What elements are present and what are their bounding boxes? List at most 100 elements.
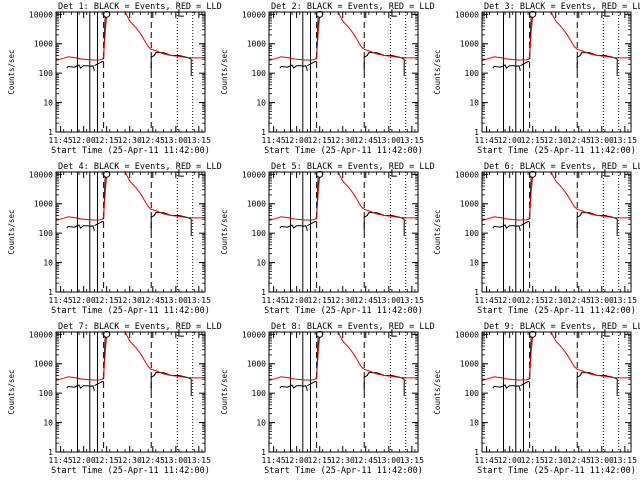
series-events-line — [66, 64, 95, 71]
plot-area — [482, 12, 631, 132]
y-tick-label: 10 — [43, 259, 53, 268]
y-tick-label: 10000 — [29, 170, 53, 179]
series-events-line — [307, 61, 317, 67]
plot-area — [269, 172, 418, 292]
series-events-line — [520, 61, 530, 67]
series-events-line — [66, 384, 95, 391]
y-tick-label: 1000 — [460, 40, 479, 49]
y-tick-label: 100 — [465, 69, 480, 78]
y-tick-label: 1000 — [247, 200, 266, 209]
plot-frame — [268, 171, 419, 293]
plot-frame — [55, 11, 206, 133]
panel-title: Det 1: BLACK = Events, RED = LLD — [58, 2, 222, 12]
x-tick-label: 12:00 — [498, 296, 522, 305]
y-axis-label: Counts/sec — [220, 49, 229, 94]
x-tick-label: 11:45 — [49, 136, 73, 145]
y-tick-label: 10000 — [29, 10, 53, 19]
x-tick-label: 12:45 — [567, 456, 591, 465]
series-lld-line — [482, 12, 535, 61]
annotation-circle — [316, 170, 324, 178]
x-tick-label: 12:15 — [308, 296, 332, 305]
y-tick-label: 10000 — [455, 330, 479, 339]
panel-det-4: Det 4: BLACK = Events, RED = LLD Counts/s… — [7, 162, 222, 316]
x-tick-label: 12:15 — [95, 136, 119, 145]
x-tick-label: 13:15 — [400, 136, 424, 145]
x-tick-label: 13:15 — [400, 456, 424, 465]
series-events-line — [307, 221, 317, 227]
x-tick-label: 13:00 — [377, 136, 401, 145]
panel-det-2: Det 2: BLACK = Events, RED = LLD Counts/s… — [220, 2, 435, 156]
x-axis-label: Start Time (25-Apr-11 11:42:00) — [51, 146, 210, 156]
x-axis-label: Start Time (25-Apr-11 11:42:00) — [477, 466, 636, 476]
panel-title: Det 8: BLACK = Events, RED = LLD — [271, 322, 435, 332]
y-tick-label: 100 — [252, 69, 267, 78]
x-tick-label: 12:30 — [331, 296, 355, 305]
plot-area — [482, 332, 631, 452]
x-tick-label: 12:15 — [521, 456, 545, 465]
series-lld-line — [269, 172, 322, 221]
x-tick-label: 12:45 — [141, 296, 165, 305]
x-tick-label: 13:15 — [613, 136, 637, 145]
x-tick-label: 12:30 — [118, 136, 142, 145]
x-tick-label: 12:30 — [118, 296, 142, 305]
x-tick-label: 13:15 — [187, 136, 211, 145]
panel-det-7: Det 7: BLACK = Events, RED = LLD Counts/s… — [7, 322, 222, 476]
y-axis-label: Counts/sec — [7, 49, 16, 94]
y-tick-label: 100 — [252, 229, 267, 238]
series-events-line — [94, 381, 104, 387]
y-axis-label: Counts/sec — [433, 49, 442, 94]
y-tick-label: 10 — [469, 99, 479, 108]
x-axis-label: Start Time (25-Apr-11 11:42:00) — [264, 466, 423, 476]
y-tick-label: 1000 — [34, 40, 53, 49]
x-tick-label: 13:00 — [377, 296, 401, 305]
annotation-marker — [391, 9, 397, 17]
x-tick-label: 12:00 — [72, 296, 96, 305]
annotation-circle — [316, 330, 324, 338]
series-lld-line — [550, 12, 631, 59]
y-tick-label: 10000 — [455, 170, 479, 179]
x-tick-label: 12:30 — [544, 456, 568, 465]
panel-det-3: Det 3: BLACK = Events, RED = LLD Counts/s… — [433, 2, 640, 156]
annotation-circle — [103, 170, 111, 178]
series-lld-line — [550, 332, 631, 379]
series-events-line — [279, 384, 308, 391]
x-tick-label: 13:00 — [164, 296, 188, 305]
panel-det-5: Det 5: BLACK = Events, RED = LLD Counts/s… — [220, 162, 435, 316]
x-axis-label: Start Time (25-Apr-11 11:42:00) — [51, 306, 210, 316]
series-lld-line — [124, 172, 205, 219]
panel-det-9: Det 9: BLACK = Events, RED = LLD Counts/s… — [433, 322, 640, 476]
plot-frame — [481, 11, 632, 133]
series-events-line — [66, 224, 95, 231]
plot-area — [269, 332, 418, 452]
plot-frame — [268, 11, 419, 133]
y-tick-label: 10 — [256, 419, 266, 428]
series-lld-line — [124, 332, 205, 379]
x-axis-label: Start Time (25-Apr-11 11:42:00) — [264, 306, 423, 316]
panel-title: Det 5: BLACK = Events, RED = LLD — [271, 162, 435, 172]
x-tick-label: 12:30 — [331, 136, 355, 145]
series-lld-line — [124, 12, 205, 59]
annotation-marker — [178, 329, 184, 337]
y-tick-label: 100 — [39, 389, 54, 398]
series-lld-line — [337, 172, 418, 219]
y-tick-label: 10000 — [242, 170, 266, 179]
annotation-marker — [391, 169, 397, 177]
series-events-line — [492, 224, 521, 231]
x-tick-label: 12:00 — [498, 456, 522, 465]
series-events-line — [520, 381, 530, 387]
x-tick-label: 12:15 — [308, 136, 332, 145]
panel-title: Det 2: BLACK = Events, RED = LLD — [271, 2, 435, 12]
y-tick-label: 1 — [474, 128, 479, 137]
x-tick-label: 12:15 — [95, 296, 119, 305]
y-tick-label: 100 — [465, 229, 480, 238]
series-events-line — [94, 61, 104, 67]
y-tick-label: 10 — [43, 99, 53, 108]
panel-det-1: Det 1: BLACK = Events, RED = LLD Counts/s… — [7, 2, 222, 156]
y-tick-label: 10 — [256, 99, 266, 108]
plot-frame — [268, 331, 419, 453]
y-tick-label: 10000 — [242, 330, 266, 339]
y-tick-label: 100 — [39, 229, 54, 238]
series-events-line — [279, 64, 308, 71]
x-tick-label: 12:30 — [544, 136, 568, 145]
x-tick-label: 13:00 — [377, 456, 401, 465]
